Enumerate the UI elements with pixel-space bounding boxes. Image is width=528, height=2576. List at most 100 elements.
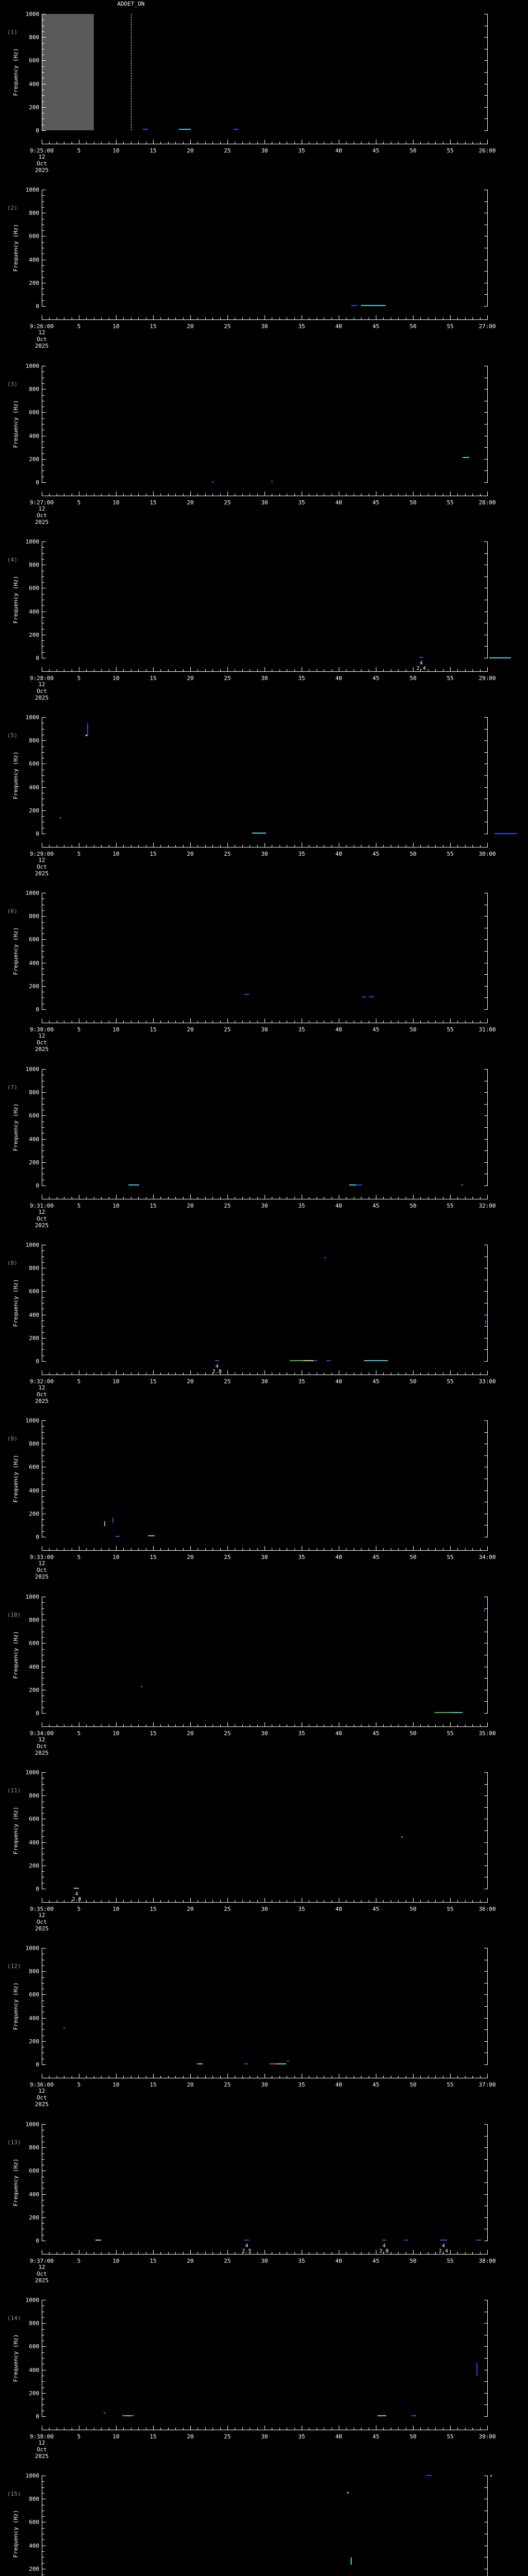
x-axis-tick [435, 1197, 436, 1199]
date-line: 2025 [35, 343, 49, 349]
y-axis-tick [42, 2381, 44, 2382]
x-axis-tick [383, 1372, 384, 1375]
x-axis-tick [220, 1372, 221, 1375]
x-axis-tick [487, 1546, 488, 1550]
right-axis [487, 541, 488, 658]
x-tick-label: 35:00 [478, 1730, 496, 1737]
x-tick-label: 20 [187, 499, 194, 506]
x-axis-tick [420, 1372, 421, 1375]
x-axis-tick [480, 845, 481, 847]
x-tick-label: 9:32:00 [29, 1378, 54, 1385]
spectrogram-panel-1: (1) Frequency (Hz) 0 200 400 600 800 1000 9:25… [0, 0, 528, 176]
x-axis-tick [183, 142, 184, 144]
x-axis-tick [86, 845, 87, 847]
date-line: Oct [37, 1215, 47, 1222]
x-tick-label: 25 [224, 1202, 231, 1209]
spectral-feature [361, 996, 367, 998]
x-axis-tick [101, 669, 102, 671]
y-axis-tick [42, 195, 44, 196]
date-line: 12 [38, 2439, 45, 2446]
date-line: 2025 [35, 1398, 49, 1404]
y-axis-title: Frequency (Hz) [12, 1806, 19, 1855]
y-tick-label: 200 [29, 1862, 39, 1869]
spectral-feature [126, 2415, 131, 2417]
right-axis-tick [484, 447, 487, 448]
x-axis-tick [242, 1021, 243, 1023]
x-axis-tick [457, 1021, 458, 1023]
x-tick-label: 45 [372, 1554, 380, 1561]
date-line: 2025 [35, 694, 49, 701]
right-axis-tick [484, 717, 487, 718]
x-axis-tick [420, 669, 421, 671]
right-axis-tick [484, 1795, 487, 1797]
x-axis-tick [205, 1900, 206, 1902]
x-axis-tick [101, 1372, 102, 1375]
x-axis-tick [183, 494, 184, 496]
y-axis-tick [42, 810, 46, 811]
date-label: 12 Oct 2025 [23, 329, 60, 349]
x-axis-tick [168, 1021, 169, 1023]
y-tick-label: 0 [36, 1886, 39, 1892]
x-tick-label: 25 [224, 2081, 231, 2088]
y-tick-label: 0 [36, 2413, 39, 2420]
x-axis-tick [86, 2252, 87, 2254]
x-tick-label: 55 [447, 1378, 454, 1385]
right-axis-tick [484, 2064, 487, 2065]
y-axis-tick [42, 1848, 44, 1849]
spectral-feature [87, 723, 89, 736]
y-axis-tick [42, 2574, 44, 2575]
x-tick-label: 25 [224, 1026, 231, 1033]
x-axis-tick [257, 845, 258, 847]
panel-number: (10) [7, 1612, 21, 1618]
right-axis-tick [484, 2029, 487, 2030]
x-tick-label: 55 [447, 1202, 454, 1209]
x-axis-tick [190, 492, 191, 496]
x-axis-tick [420, 1548, 421, 1550]
x-axis-tick [190, 1370, 191, 1375]
x-tick-label: 50 [409, 851, 417, 857]
x-tick-label: 10 [112, 499, 120, 506]
x-axis-tick [160, 142, 161, 144]
date-line: 12 [38, 1736, 45, 1743]
date-line: Oct [37, 688, 47, 694]
x-tick-label: 35 [298, 2081, 305, 2088]
right-axis-tick [484, 470, 487, 471]
date-line: 12 [38, 1384, 45, 1391]
y-axis-tick [42, 2124, 46, 2125]
x-axis-tick [205, 142, 206, 144]
x-tick-label: 40 [335, 2081, 342, 2088]
x-axis-tick [457, 2076, 458, 2078]
right-axis-tick [484, 1185, 487, 1186]
y-axis-title: Frequency (Hz) [12, 1631, 19, 1679]
x-tick-label: 15 [150, 147, 157, 154]
x-axis-tick [383, 1548, 384, 1550]
y-axis-tick [42, 447, 44, 448]
y-axis-tick [42, 424, 44, 425]
x-axis-tick [465, 142, 466, 144]
spectral-feature [404, 2239, 409, 2241]
x-axis-tick [294, 669, 295, 671]
x-axis-tick [205, 1197, 206, 1199]
event-marker-label: 4 2.8 [64, 1892, 89, 1902]
x-axis-tick [472, 1724, 473, 1726]
x-axis-tick [383, 317, 384, 319]
y-tick-label: 200 [29, 455, 39, 463]
x-axis-tick [435, 2252, 436, 2254]
y-axis-tick [42, 418, 44, 419]
x-axis-tick [279, 845, 280, 847]
x-axis-tick [153, 140, 154, 144]
x-axis-tick [398, 1197, 399, 1199]
x-axis-tick [450, 2426, 451, 2430]
x-axis-tick [472, 2252, 473, 2254]
x-axis-tick [190, 315, 191, 319]
spectral-feature [347, 2492, 349, 2494]
y-axis-tick [42, 939, 46, 940]
x-axis-tick [457, 2428, 458, 2430]
x-axis-tick [168, 1900, 169, 1902]
x-axis-tick [435, 317, 436, 319]
x-axis-tick [413, 1722, 414, 1726]
x-axis-tick [197, 1900, 199, 1902]
x-axis-tick [480, 494, 481, 496]
y-axis-tick [42, 2223, 44, 2224]
x-axis-tick [294, 1900, 295, 1902]
